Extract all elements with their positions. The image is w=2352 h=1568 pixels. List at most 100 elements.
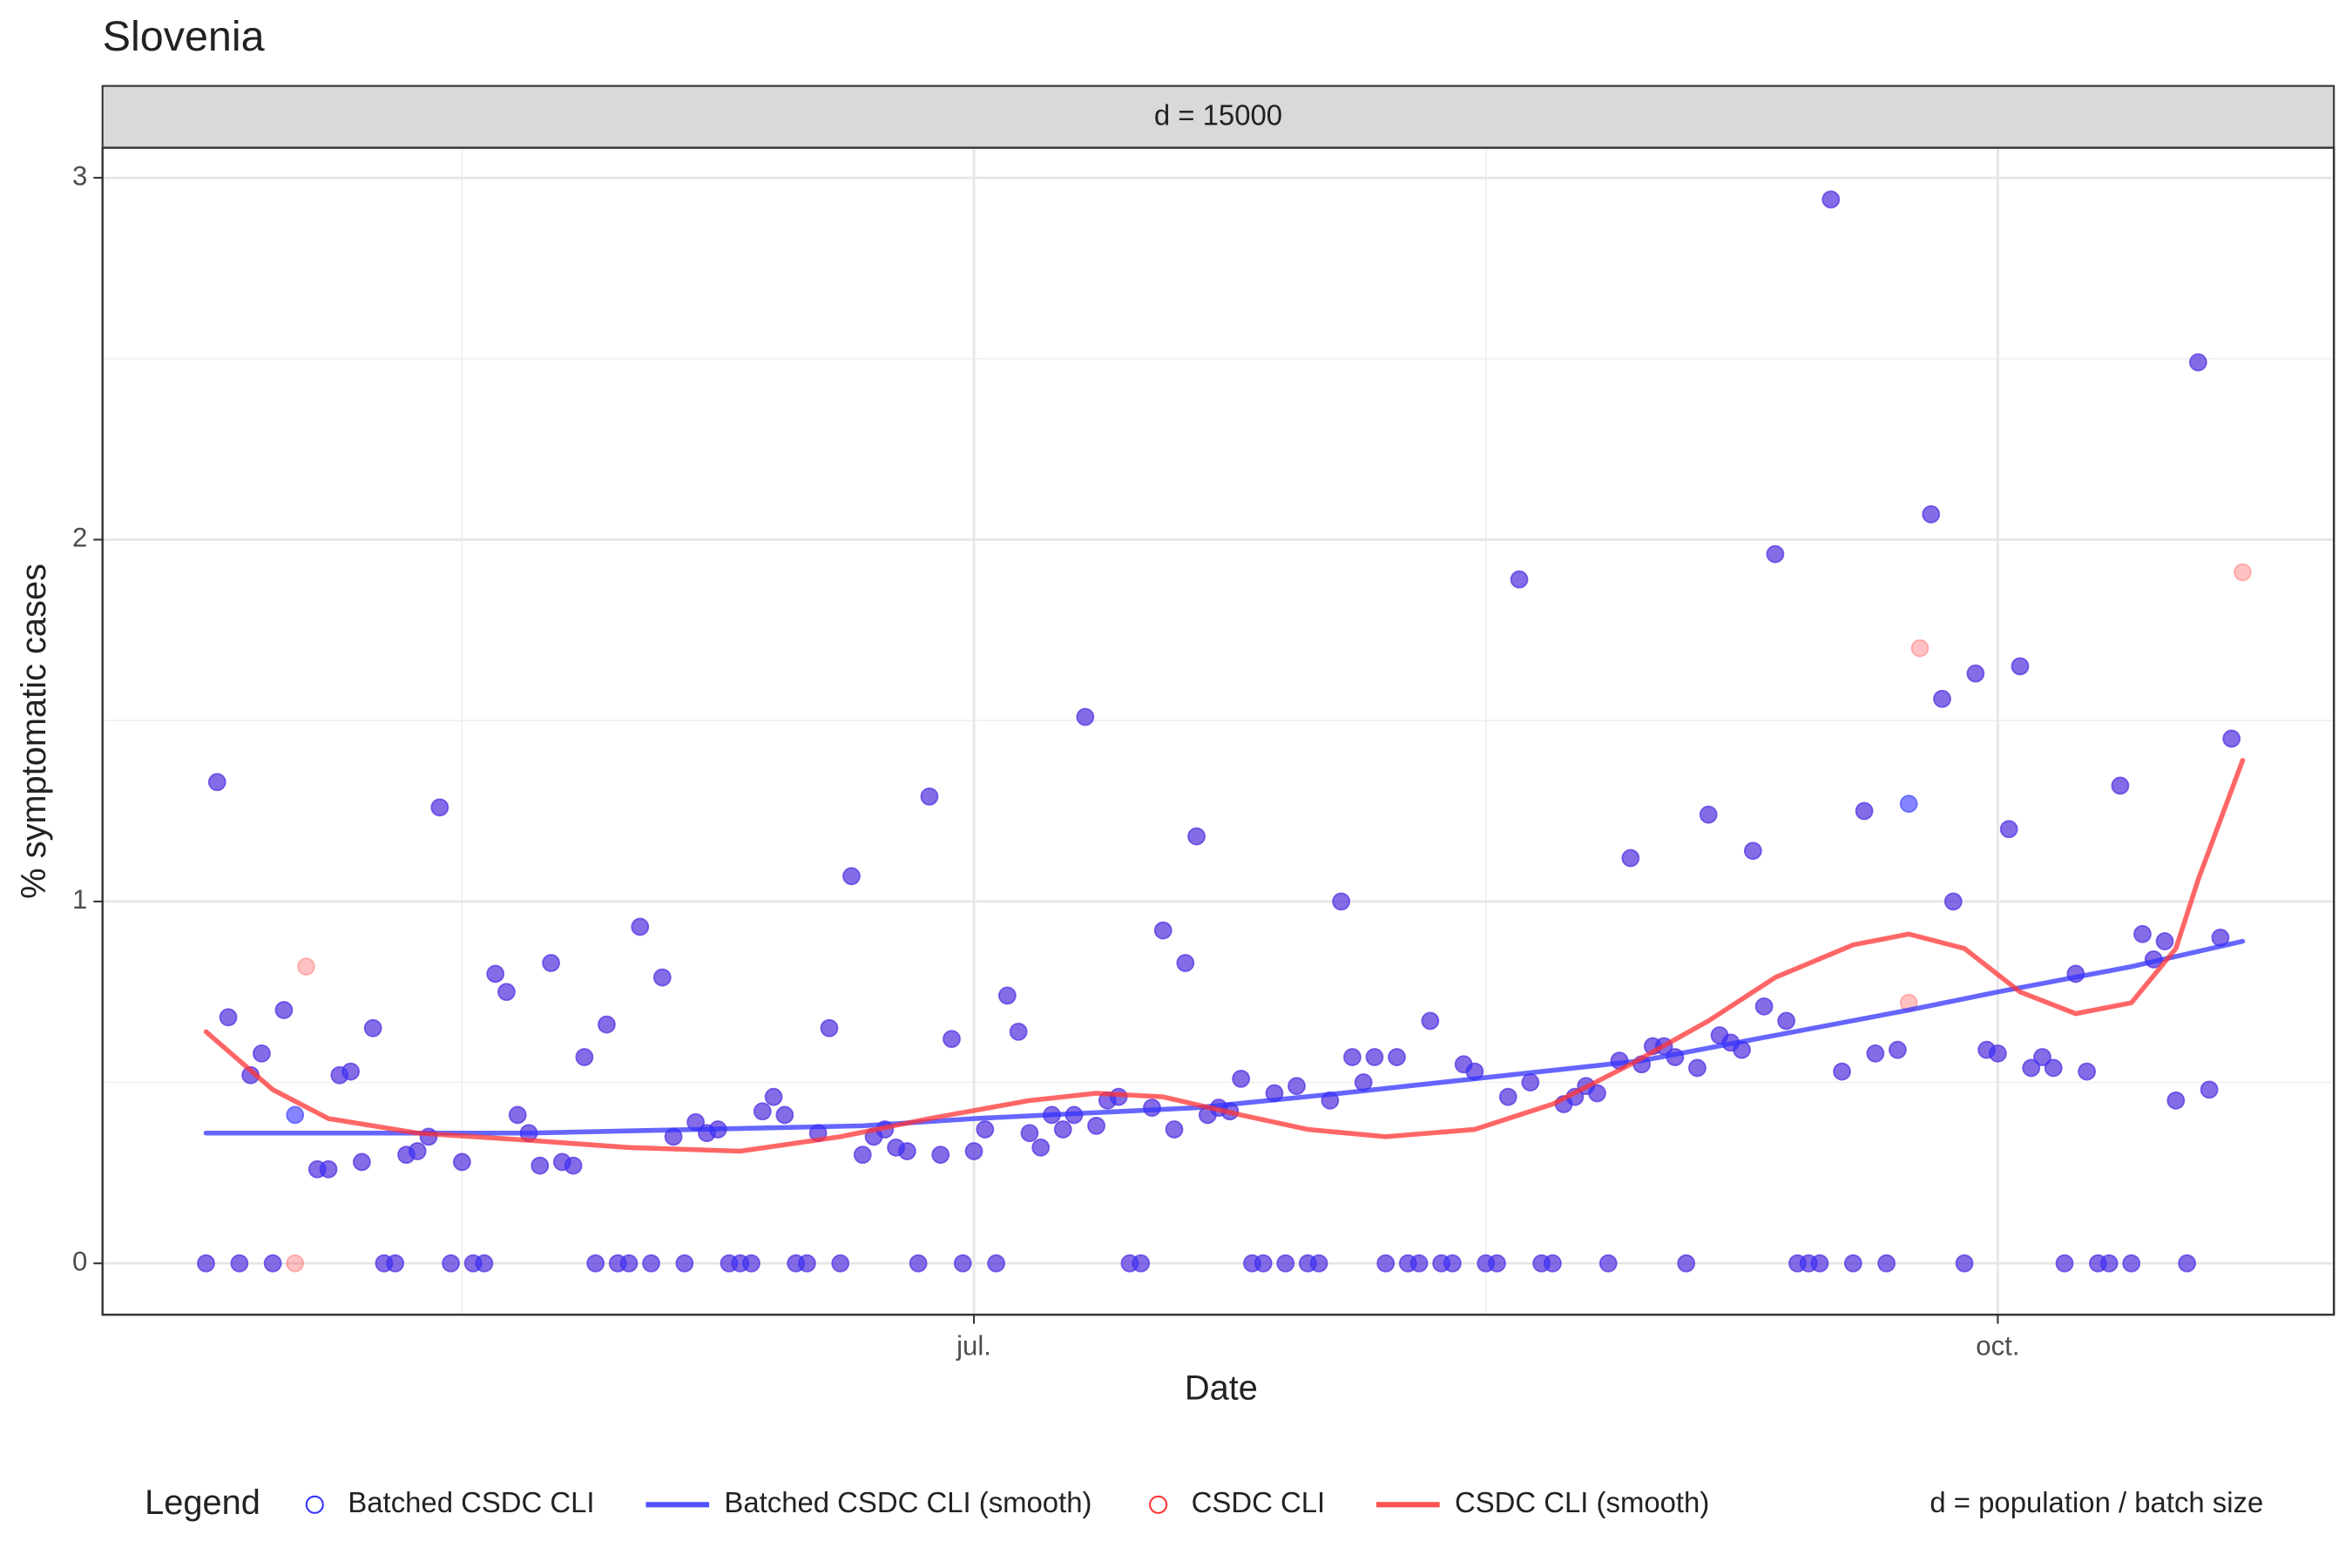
- data-point: [976, 1120, 995, 1139]
- data-point: [1521, 1073, 1540, 1092]
- data-point: [2234, 563, 2252, 582]
- data-point: [352, 1152, 371, 1172]
- legend: Legend Batched CSDC CLI Batched CSDC CLI (…: [145, 1484, 2263, 1522]
- data-point: [2133, 924, 2152, 943]
- data-point: [1076, 707, 1095, 727]
- data-point: [820, 1018, 839, 1037]
- data-point: [1889, 1040, 1907, 1059]
- legend-title: Legend: [145, 1484, 260, 1522]
- data-point: [1743, 841, 1762, 861]
- data-point: [831, 1254, 850, 1273]
- data-point: [542, 954, 560, 972]
- data-point: [1621, 848, 1640, 868]
- data-point: [341, 1062, 360, 1081]
- data-point: [1388, 1048, 1406, 1066]
- data-point: [1288, 1077, 1306, 1096]
- data-point: [1598, 1254, 1618, 1273]
- data-point: [853, 1146, 872, 1165]
- data-point: [1999, 820, 2018, 839]
- data-point: [1899, 794, 1918, 814]
- data-point: [1510, 570, 1529, 589]
- data-point: [2200, 1080, 2219, 1099]
- smooth-line: [203, 758, 2246, 1154]
- axes: 0 1 2 3 jul. oct.: [72, 160, 2019, 1361]
- x-tick-label: oct.: [1976, 1331, 2019, 1362]
- data-point: [775, 1105, 794, 1125]
- data-point: [1309, 1254, 1328, 1273]
- legend-label: CSDC CLI (smooth): [1455, 1486, 1709, 1518]
- facet-strip: [101, 84, 2335, 149]
- data-point: [442, 1254, 460, 1273]
- data-point: [1165, 1120, 1184, 1139]
- data-point: [2033, 1048, 2051, 1066]
- data-point: [2188, 353, 2207, 372]
- data-point: [2222, 729, 2241, 748]
- data-point: [486, 964, 505, 983]
- data-point: [1031, 1138, 1051, 1157]
- data-point: [1376, 1254, 1396, 1273]
- data-point: [753, 1102, 772, 1121]
- legend-symbol: [305, 1495, 324, 1514]
- data-point: [842, 867, 861, 886]
- data-point: [230, 1254, 249, 1273]
- data-point: [943, 1030, 961, 1049]
- data-point: [1810, 1254, 1829, 1273]
- data-point: [274, 1001, 294, 1019]
- data-point: [931, 1146, 950, 1165]
- data-point: [286, 1254, 305, 1273]
- panel-background: [102, 147, 2335, 1315]
- data-point: [207, 773, 226, 792]
- data-point: [286, 1105, 305, 1125]
- data-point: [2178, 1254, 2196, 1273]
- data-point: [2011, 657, 2030, 676]
- data-point: [642, 1254, 660, 1273]
- legend-note: d = population / batch size: [1930, 1486, 2263, 1518]
- data-point: [2078, 1062, 2096, 1081]
- data-point: [1421, 1011, 1440, 1031]
- data-point: [408, 1142, 427, 1160]
- data-point: [631, 917, 650, 936]
- data-point: [1777, 1011, 1796, 1031]
- smooth-line: [203, 938, 2246, 1136]
- data-point: [2044, 1058, 2063, 1078]
- data-point: [1877, 1254, 1896, 1273]
- data-point: [1132, 1254, 1151, 1273]
- data-point: [798, 1254, 816, 1273]
- legend-symbol: [1149, 1495, 1168, 1514]
- data-point: [2122, 1254, 2141, 1273]
- data-point: [1009, 1023, 1028, 1041]
- data-point: [987, 1254, 1005, 1273]
- grid: [102, 147, 2335, 1315]
- data-point: [1922, 505, 1941, 524]
- y-tick-label: 0: [72, 1246, 87, 1276]
- data-point: [1254, 1254, 1273, 1273]
- data-point: [619, 1254, 639, 1273]
- data-point: [497, 983, 516, 1002]
- data-point: [897, 1142, 916, 1160]
- data-point: [508, 1105, 527, 1125]
- chart-title: Slovenia: [103, 13, 265, 60]
- data-point: [2111, 776, 2130, 795]
- y-tick-label: 2: [72, 523, 87, 553]
- data-point: [964, 1142, 983, 1160]
- legend-label: CSDC CLI: [1192, 1486, 1325, 1518]
- x-tick-label: jul.: [956, 1331, 991, 1362]
- data-point: [531, 1156, 550, 1175]
- data-point: [1754, 997, 1774, 1016]
- data-point: [1843, 1254, 1862, 1273]
- data-point: [253, 1044, 271, 1063]
- data-point: [575, 1048, 594, 1066]
- data-point: [2022, 1058, 2041, 1078]
- data-point: [1176, 954, 1195, 972]
- data-point: [564, 1156, 583, 1175]
- data-point: [764, 1087, 783, 1106]
- data-point: [2099, 1254, 2119, 1273]
- data-point: [2166, 1091, 2186, 1110]
- data-point: [297, 957, 315, 977]
- data-point: [1966, 664, 1985, 683]
- y-tick-label: 3: [72, 160, 87, 191]
- data-point: [1343, 1048, 1362, 1066]
- data-point: [1488, 1254, 1506, 1273]
- data-point: [953, 1254, 972, 1273]
